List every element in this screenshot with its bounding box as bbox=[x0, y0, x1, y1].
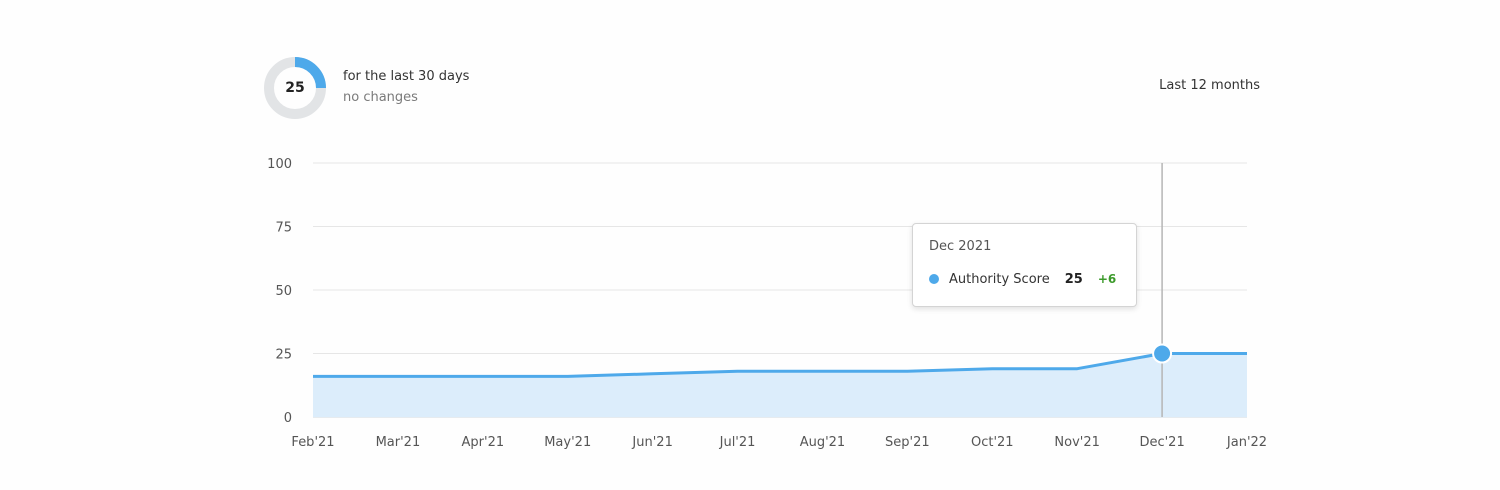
tooltip-series-name: Authority Score bbox=[949, 271, 1050, 287]
x-tick-label: Nov'21 bbox=[1054, 435, 1100, 450]
y-tick-label-100: 100 bbox=[267, 157, 292, 172]
tooltip-date: Dec 2021 bbox=[929, 239, 992, 254]
score-ring-graphic bbox=[264, 57, 326, 119]
x-tick-label: Apr'21 bbox=[462, 435, 505, 450]
x-tick-label: Jun'21 bbox=[631, 435, 672, 450]
score-period-text: for the last 30 days bbox=[343, 69, 470, 84]
score-ring-fill bbox=[294, 57, 326, 89]
x-tick-label: Jan'22 bbox=[1226, 435, 1267, 450]
score-change-text: no changes bbox=[343, 90, 418, 105]
tooltip-value: 25 bbox=[1064, 271, 1083, 287]
y-tick-label-50: 50 bbox=[275, 284, 292, 299]
active-data-point bbox=[1152, 343, 1173, 364]
x-tick-label: Mar'21 bbox=[376, 435, 421, 450]
chart-tooltip: Dec 2021 Authority Score 25 +6 bbox=[912, 223, 1137, 307]
score-summary: for the last 30 days no changes bbox=[343, 67, 469, 109]
x-axis-ticks: Feb'21 Mar'21 Apr'21 May'21 Jun'21 Jul'21 Aug'… bbox=[291, 435, 1267, 450]
series-line-authority-score bbox=[313, 352, 1247, 378]
x-tick-label: May'21 bbox=[544, 435, 591, 450]
x-tick-label: Jul'21 bbox=[719, 435, 756, 450]
tooltip-delta: +6 bbox=[1097, 272, 1117, 286]
score-ring: 25 bbox=[262, 55, 328, 121]
x-tick-label: Feb'21 bbox=[291, 435, 334, 450]
y-axis-ticks: 0 25 50 75 100 bbox=[267, 157, 292, 426]
series-points bbox=[1152, 343, 1173, 364]
score-value: 25 bbox=[285, 80, 305, 96]
y-tick-label-25: 25 bbox=[275, 348, 292, 363]
tooltip-series-row: Authority Score 25 +6 bbox=[929, 269, 1116, 289]
x-tick-label: Sep'21 bbox=[885, 435, 930, 450]
y-tick-label-75: 75 bbox=[275, 221, 292, 236]
x-tick-label: Aug'21 bbox=[800, 435, 846, 450]
series-marker-icon bbox=[929, 274, 939, 284]
y-tick-label-0: 0 bbox=[284, 411, 292, 426]
x-tick-label: Oct'21 bbox=[971, 435, 1014, 450]
x-tick-label: Dec'21 bbox=[1139, 435, 1184, 450]
range-selector[interactable]: Last 12 months bbox=[1159, 78, 1260, 93]
